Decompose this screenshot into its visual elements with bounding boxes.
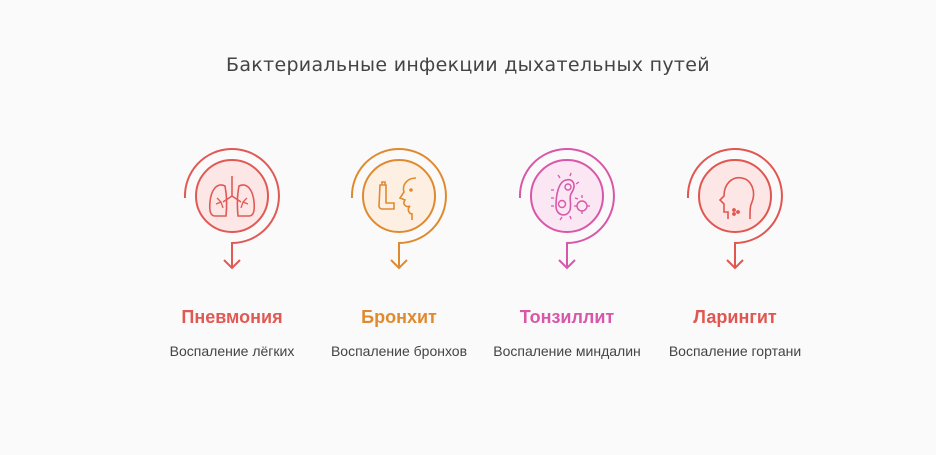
item-pneumonia: Пневмония Воспаление лёгких [147, 140, 317, 360]
inhaler-face-icon [350, 148, 447, 270]
item-bronchitis: Бронхит Воспаление бронхов [314, 140, 484, 360]
item-laryngitis: Ларингит Воспаление гортани [650, 140, 820, 360]
diagram-title: Бактериальные инфекции дыхательных путей [226, 54, 710, 76]
item-description: Воспаление гортани [668, 343, 802, 359]
item-tonsillitis: Тонзиллит Воспаление миндалин [482, 140, 652, 360]
item-description: Воспаление миндалин [493, 343, 641, 359]
item-name: Бронхит [361, 307, 437, 327]
item-name: Пневмония [181, 307, 283, 327]
item-description: Воспаление бронхов [330, 343, 468, 359]
item-name: Ларингит [693, 307, 777, 327]
item-name: Тонзиллит [519, 307, 615, 327]
item-description: Воспаление лёгких [169, 343, 295, 359]
bacteria-icon [518, 148, 615, 270]
lungs-icon [183, 148, 280, 270]
head-throat-icon [686, 148, 783, 270]
